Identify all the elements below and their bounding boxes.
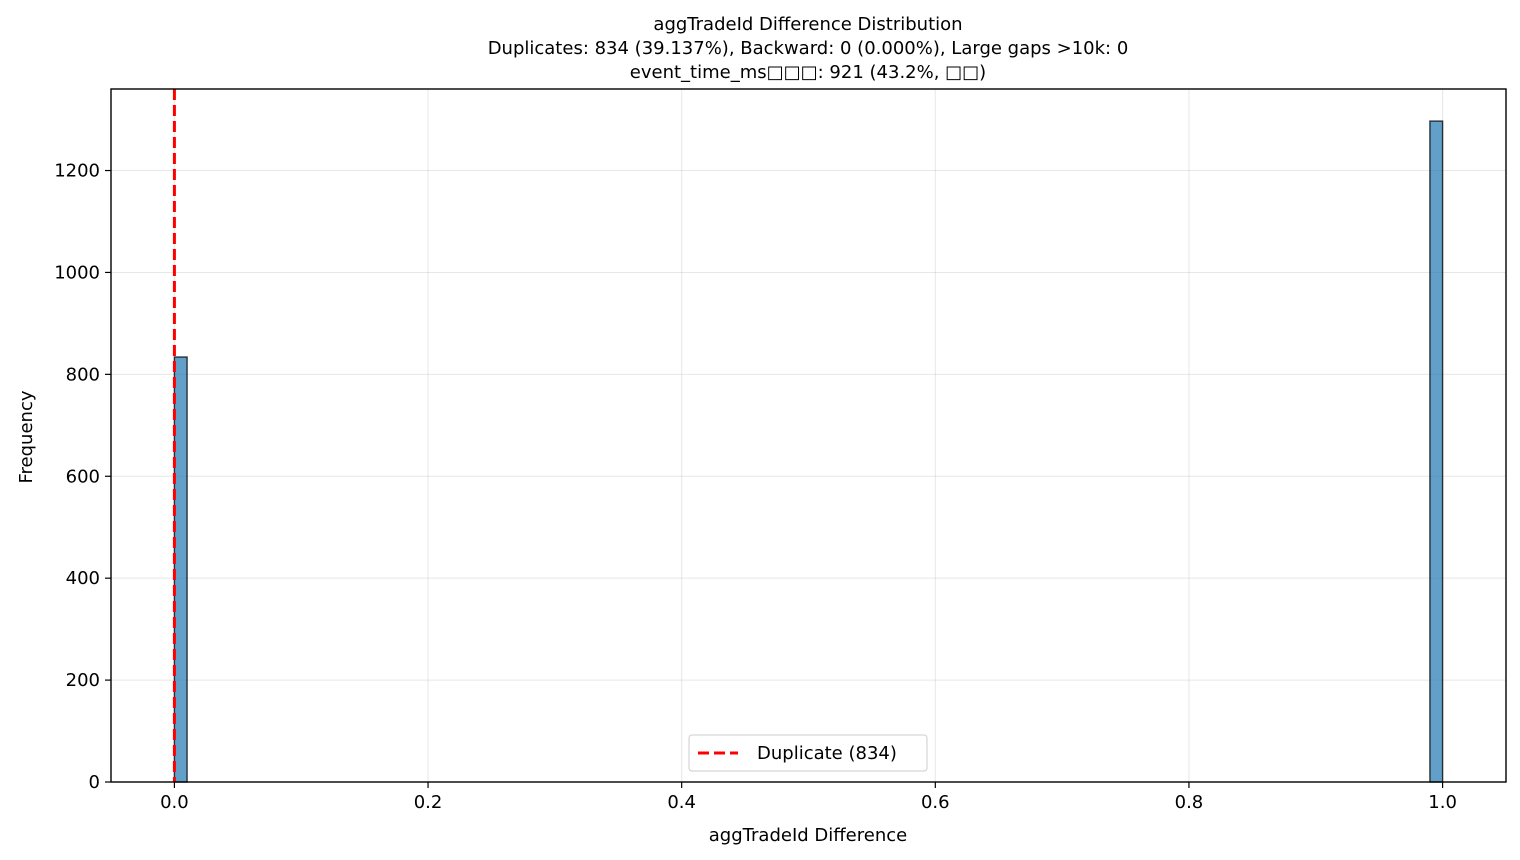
x-tick-label: 0.0 <box>160 792 189 813</box>
title-line-2: Duplicates: 834 (39.137%), Backward: 0 (… <box>488 38 1129 59</box>
y-tick-label: 600 <box>66 466 100 487</box>
chart-title: aggTradeId Difference Distribution Dupli… <box>488 14 1129 83</box>
x-axis-ticks: 0.0 0.2 0.4 0.6 0.8 1.0 <box>160 782 1457 813</box>
y-tick-label: 1200 <box>54 161 100 182</box>
y-tick-label: 200 <box>66 670 100 691</box>
x-tick-label: 1.0 <box>1428 792 1457 813</box>
x-tick-label: 0.4 <box>667 792 696 813</box>
histogram-bar <box>1429 120 1444 783</box>
x-tick-label: 0.8 <box>1175 792 1204 813</box>
y-tick-label: 1000 <box>54 262 100 283</box>
legend-box <box>688 734 928 772</box>
histogram-bar <box>173 356 188 783</box>
x-axis-label: aggTradeId Difference <box>709 825 907 846</box>
grid <box>111 89 1506 783</box>
title-line-1: aggTradeId Difference Distribution <box>653 14 962 35</box>
legend: Duplicate (834) <box>688 734 928 772</box>
bars <box>173 120 1444 783</box>
y-axis-label: Frequency <box>16 390 37 483</box>
y-tick-label: 800 <box>66 364 100 385</box>
legend-entry-duplicate: Duplicate (834) <box>757 743 897 764</box>
y-tick-label: 400 <box>66 568 100 589</box>
x-tick-label: 0.6 <box>921 792 950 813</box>
y-tick-label: 0 <box>89 772 100 793</box>
plot-frame <box>110 88 1507 783</box>
x-tick-label: 0.2 <box>414 792 443 813</box>
title-line-3: event_time_ms□□□: 921 (43.2%, □□) <box>630 62 986 83</box>
y-axis-ticks: 0 200 400 600 800 1000 1200 <box>54 161 111 793</box>
